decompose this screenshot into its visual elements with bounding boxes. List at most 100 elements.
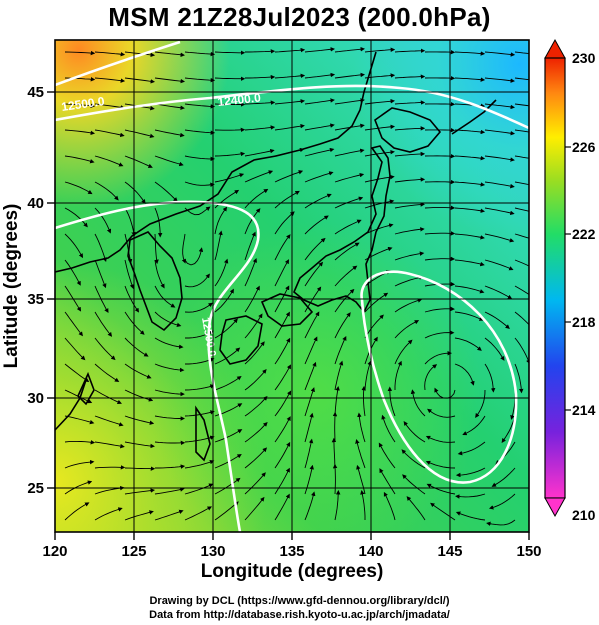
streamline — [364, 47, 396, 53]
streamline — [124, 337, 149, 357]
streamline — [124, 181, 146, 204]
streamline — [124, 259, 135, 290]
streamline — [124, 129, 155, 139]
streamline — [154, 129, 185, 138]
streamline — [214, 501, 239, 521]
streamline — [154, 207, 163, 238]
streamline — [475, 389, 486, 418]
streamline — [214, 151, 246, 157]
streamline — [304, 387, 315, 417]
streamline — [514, 285, 529, 296]
streamline — [184, 155, 216, 162]
streamline — [64, 103, 96, 109]
streamline — [124, 233, 133, 264]
streamline — [424, 306, 455, 313]
streamline — [274, 390, 292, 417]
streamline — [454, 285, 485, 294]
streamline — [424, 364, 438, 391]
streamline — [424, 256, 456, 262]
streamline — [334, 219, 362, 235]
streamline — [214, 318, 238, 339]
streamline — [424, 153, 456, 159]
streamline — [304, 193, 332, 209]
streamline — [484, 233, 515, 243]
streamline — [454, 181, 486, 187]
streamline — [274, 190, 300, 209]
y-axis-label: Latitude (degrees) — [1, 204, 22, 369]
streamline — [94, 389, 122, 404]
streamline — [454, 363, 475, 386]
streamline — [410, 389, 426, 417]
streamline — [184, 483, 214, 495]
streamline — [214, 454, 242, 469]
streamline — [304, 286, 322, 313]
streamline — [94, 259, 107, 289]
streamline — [304, 47, 336, 53]
streamline — [394, 298, 423, 313]
streamline — [334, 312, 351, 339]
streamline — [94, 77, 126, 83]
streamline — [64, 363, 90, 383]
streamline — [154, 259, 165, 289]
streamline — [184, 129, 216, 135]
streamline — [484, 337, 505, 361]
streamline — [154, 103, 185, 110]
streamline — [64, 50, 96, 56]
y-tick-label: 30 — [27, 390, 44, 407]
streamline — [244, 421, 268, 443]
streamline — [64, 285, 82, 312]
streamline — [364, 360, 372, 391]
streamline — [94, 337, 116, 361]
streamline — [364, 149, 395, 157]
streamline — [185, 357, 215, 365]
streamline — [361, 385, 366, 417]
streamline — [274, 259, 290, 287]
colorbar-tick-label: 226 — [572, 139, 596, 155]
streamline — [394, 100, 426, 105]
streamline — [64, 415, 95, 425]
streamline — [394, 48, 426, 54]
streamline — [94, 441, 125, 449]
streamline — [274, 493, 290, 521]
streamline — [244, 285, 260, 313]
streamline — [64, 181, 93, 195]
streamline — [274, 441, 291, 469]
axis-ticks — [47, 91, 530, 540]
streamline — [124, 441, 155, 449]
streamline — [488, 493, 516, 510]
streamline — [244, 368, 267, 391]
streamline — [514, 363, 524, 394]
streamline — [454, 311, 484, 321]
streamline — [124, 510, 154, 521]
streamline — [274, 123, 305, 131]
streamline — [334, 335, 347, 365]
streamline — [364, 98, 396, 105]
streamline — [274, 211, 295, 235]
streamline — [94, 181, 119, 201]
streamline — [64, 337, 86, 361]
streamline — [154, 415, 186, 421]
streamline — [378, 442, 396, 469]
colorbar-tick-label: 218 — [572, 314, 596, 330]
streamline — [64, 480, 93, 495]
streamline — [514, 259, 529, 267]
streamline — [154, 337, 184, 349]
streamline — [94, 363, 120, 383]
streamline — [406, 496, 426, 521]
streamline — [184, 103, 216, 109]
streamline — [360, 489, 366, 520]
streamline — [184, 302, 213, 313]
streamline — [364, 174, 395, 183]
streamline — [124, 466, 156, 471]
streamline — [64, 311, 83, 337]
streamline — [484, 77, 516, 83]
streamline — [214, 376, 242, 391]
streamline — [383, 491, 396, 521]
streamline — [214, 429, 243, 443]
streamline — [124, 363, 152, 379]
streamline — [394, 177, 426, 183]
streamline — [154, 285, 176, 308]
streamline — [214, 206, 228, 235]
streamline — [124, 311, 145, 335]
streamline — [514, 311, 529, 326]
